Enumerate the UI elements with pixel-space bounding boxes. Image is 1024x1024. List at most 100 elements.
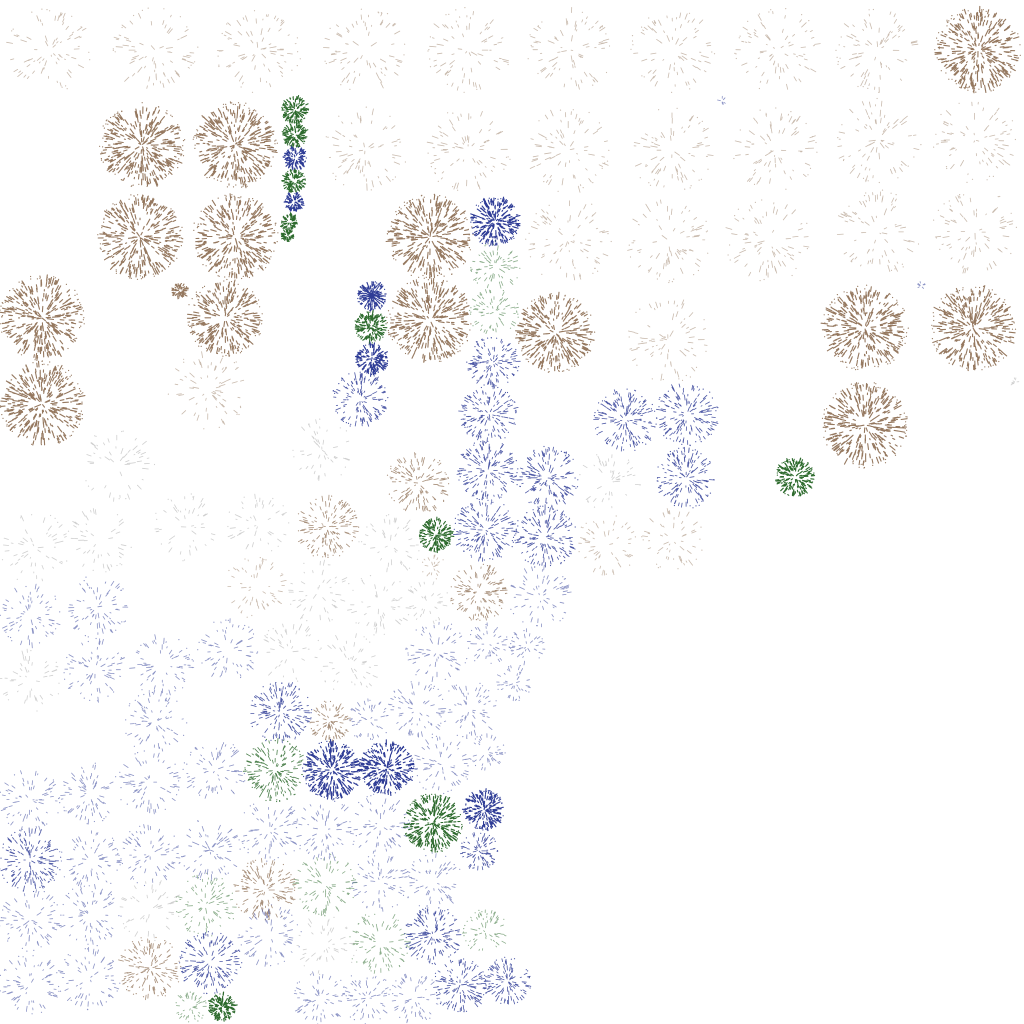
- halo-dot: [140, 278, 142, 280]
- halo-dot: [236, 903, 238, 905]
- halo-dot: [32, 442, 35, 444]
- halo-dot: [729, 244, 731, 246]
- halo-dot: [615, 515, 617, 517]
- halo-dot: [215, 272, 218, 274]
- halo-dot: [837, 61, 839, 63]
- halo-dot: [102, 137, 104, 139]
- halo-dot: [440, 273, 443, 275]
- cluster-strokes: [292, 857, 358, 916]
- halo-dot: [450, 586, 452, 588]
- halo-dot: [178, 789, 180, 791]
- cluster-strokes: [181, 824, 238, 880]
- halo-dot: [61, 851, 63, 853]
- halo-dot: [560, 562, 562, 564]
- halo-dot: [430, 166, 432, 168]
- halo-dot: [940, 113, 942, 116]
- cluster-strokes: [529, 109, 609, 193]
- halo-dot: [298, 750, 301, 752]
- halo-dot: [905, 335, 908, 337]
- halo-dot: [192, 496, 194, 498]
- halo-dot: [22, 956, 24, 958]
- particle-cluster: [118, 824, 181, 887]
- particle-cluster: [237, 904, 302, 967]
- halo-dot: [463, 928, 465, 930]
- halo-dot: [478, 498, 480, 501]
- halo-dot: [982, 9, 984, 11]
- halo-dot: [410, 681, 412, 683]
- halo-dot: [233, 362, 235, 364]
- halo-dot: [305, 130, 307, 132]
- halo-dot: [758, 13, 761, 15]
- halo-dot: [698, 179, 700, 181]
- halo-dot: [850, 383, 853, 385]
- halo-dot: [541, 273, 543, 275]
- halo-dot: [933, 331, 935, 333]
- halo-dot: [211, 112, 213, 114]
- halo-dot: [948, 78, 950, 80]
- halo-dot: [628, 336, 630, 338]
- halo-dot: [835, 49, 837, 52]
- halo-dot: [329, 27, 331, 29]
- halo-dot: [54, 277, 57, 279]
- halo-dot: [30, 650, 32, 652]
- halo-dot: [826, 408, 828, 410]
- halo-dot: [74, 337, 76, 340]
- halo-dot: [303, 775, 305, 778]
- halo-dot: [357, 364, 359, 366]
- halo-dot: [972, 91, 974, 93]
- cluster-strokes: [64, 638, 125, 703]
- halo-dot: [83, 317, 85, 319]
- halo-dot: [307, 109, 309, 111]
- halo-dot: [999, 83, 1002, 85]
- halo-dot: [215, 877, 217, 879]
- halo-dot: [600, 403, 602, 405]
- halo-dot: [896, 399, 898, 401]
- halo-dot: [358, 776, 360, 778]
- halo-dot: [985, 10, 987, 12]
- halo-dot: [178, 915, 180, 918]
- halo-dot: [203, 428, 205, 430]
- halo-dot: [391, 339, 393, 341]
- halo-dot: [184, 139, 186, 141]
- halo-dot: [529, 256, 532, 258]
- halo-dot: [506, 636, 508, 638]
- halo-dot: [458, 470, 460, 472]
- halo-dot: [58, 682, 60, 684]
- halo-dot: [341, 379, 343, 381]
- clusters-layer: [0, 5, 1021, 1024]
- halo-dot: [112, 960, 114, 962]
- halo-dot: [389, 704, 391, 706]
- particle-cluster: [0, 274, 85, 362]
- halo-dot: [473, 444, 475, 446]
- halo-dot: [463, 424, 465, 426]
- halo-dot: [863, 195, 866, 197]
- halo-dot: [374, 855, 376, 857]
- halo-dot: [563, 560, 566, 562]
- halo-dot: [449, 524, 451, 527]
- halo-dot: [83, 580, 85, 582]
- halo-dot: [384, 793, 386, 795]
- halo-dot: [532, 509, 534, 511]
- halo-dot: [407, 923, 409, 925]
- halo-dot: [906, 416, 908, 418]
- halo-dot: [946, 19, 948, 21]
- halo-dot: [669, 450, 672, 453]
- halo-dot: [115, 269, 117, 271]
- halo-dot: [513, 206, 515, 208]
- halo-dot: [434, 195, 436, 197]
- halo-dot: [175, 896, 177, 898]
- halo-dot: [479, 619, 481, 621]
- halo-dot: [423, 544, 425, 546]
- particle-cluster: [515, 445, 579, 510]
- halo-dot: [481, 242, 483, 244]
- halo-dot: [290, 808, 292, 811]
- halo-dot: [228, 511, 230, 513]
- halo-dot: [942, 31, 944, 33]
- halo-dot: [54, 598, 57, 600]
- halo-dot: [296, 924, 298, 926]
- halo-dot: [905, 435, 908, 437]
- cluster-strokes: [429, 11, 509, 91]
- halo-dot: [58, 353, 60, 355]
- halo-dot: [956, 14, 959, 16]
- halo-dot: [57, 521, 59, 524]
